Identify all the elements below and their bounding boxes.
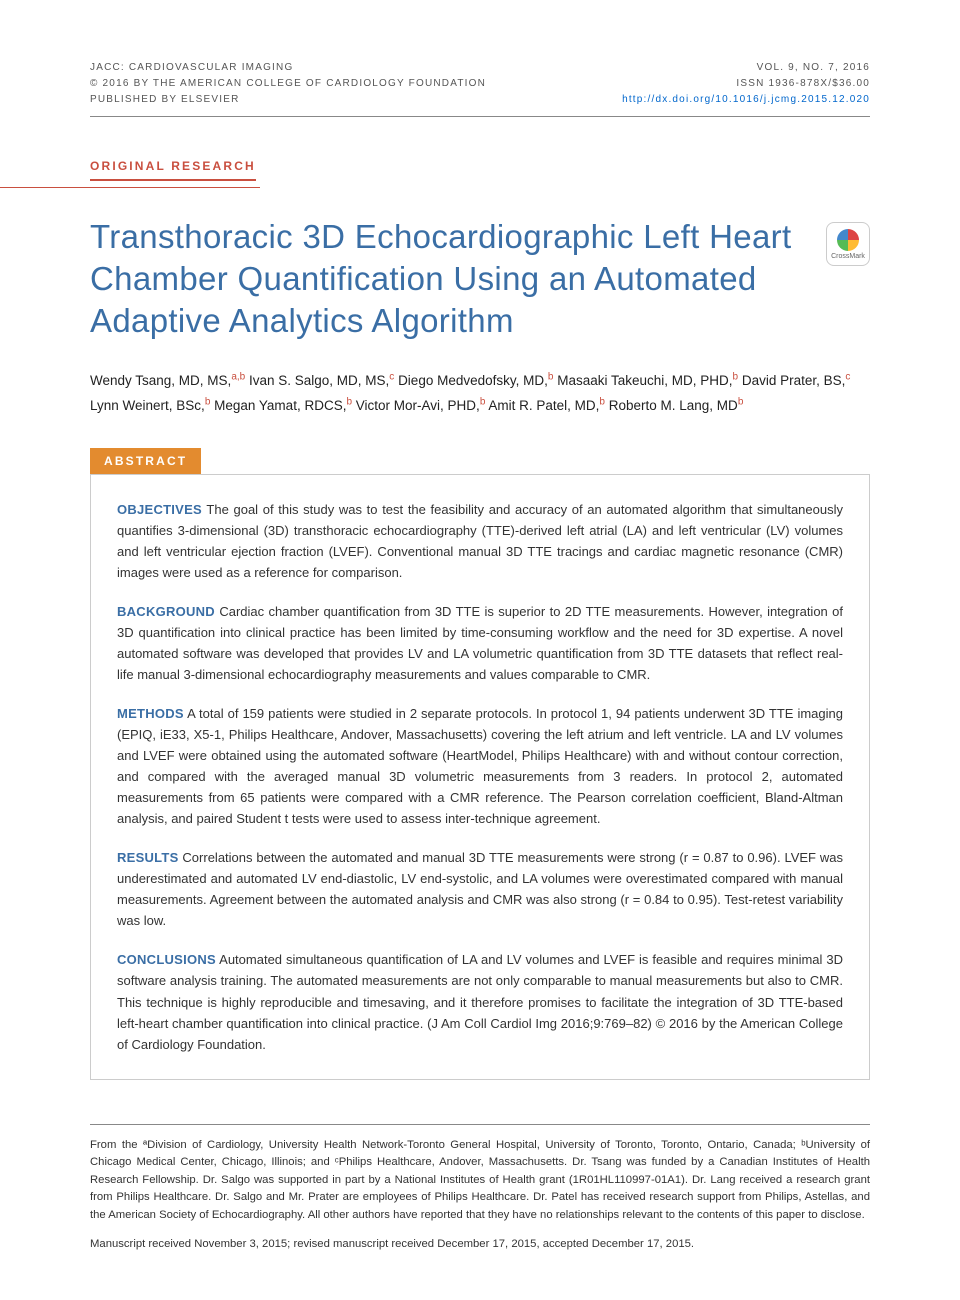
section-tag-wrapper: ORIGINAL RESEARCH bbox=[90, 157, 870, 187]
crossmark-icon bbox=[837, 229, 859, 251]
author: Lynn Weinert, BSc,b bbox=[90, 398, 210, 413]
journal-name: JACC: CARDIOVASCULAR IMAGING bbox=[90, 60, 486, 76]
author-affil: b bbox=[205, 396, 211, 407]
abstract-box: OBJECTIVES The goal of this study was to… bbox=[90, 474, 870, 1080]
crossmark-badge[interactable]: CrossMark bbox=[826, 222, 870, 266]
author: Amit R. Patel, MD,b bbox=[488, 398, 605, 413]
abstract-objectives: OBJECTIVES The goal of this study was to… bbox=[117, 499, 843, 583]
title-row: Transthoracic 3D Echocardiographic Left … bbox=[90, 216, 870, 343]
doi-link[interactable]: http://dx.doi.org/10.1016/j.jcmg.2015.12… bbox=[622, 94, 870, 105]
page-container: JACC: CARDIOVASCULAR IMAGING © 2016 BY T… bbox=[0, 0, 960, 1300]
abstract-background: BACKGROUND Cardiac chamber quantificatio… bbox=[117, 601, 843, 685]
header-left: JACC: CARDIOVASCULAR IMAGING © 2016 BY T… bbox=[90, 60, 486, 108]
author-affil: a,b bbox=[231, 372, 245, 383]
author-affil: b bbox=[480, 396, 486, 407]
crossmark-label: CrossMark bbox=[831, 253, 865, 260]
copyright-line: © 2016 BY THE AMERICAN COLLEGE OF CARDIO… bbox=[90, 76, 486, 92]
author-affil: b bbox=[346, 396, 352, 407]
manuscript-dates: Manuscript received November 3, 2015; re… bbox=[90, 1238, 870, 1250]
author: Wendy Tsang, MD, MS,a,b bbox=[90, 373, 245, 388]
methods-text: A total of 159 patients were studied in … bbox=[117, 706, 843, 826]
abstract-conclusions: CONCLUSIONS Automated simultaneous quant… bbox=[117, 949, 843, 1054]
author-affil: c bbox=[389, 372, 394, 383]
publisher-line: PUBLISHED BY ELSEVIER bbox=[90, 92, 486, 108]
background-text: Cardiac chamber quantification from 3D T… bbox=[117, 604, 843, 682]
conclusions-text: Automated simultaneous quantification of… bbox=[117, 952, 843, 1051]
affiliations-text: From the ªDivision of Cardiology, Univer… bbox=[90, 1137, 870, 1225]
author: Victor Mor-Avi, PHD,b bbox=[356, 398, 486, 413]
author: Masaaki Takeuchi, MD, PHD,b bbox=[557, 373, 738, 388]
header-divider bbox=[90, 116, 870, 117]
objectives-text: The goal of this study was to test the f… bbox=[117, 502, 843, 580]
abstract-methods: METHODS A total of 159 patients were stu… bbox=[117, 703, 843, 829]
author: David Prater, BS,c bbox=[742, 373, 851, 388]
authors-list: Wendy Tsang, MD, MS,a,b Ivan S. Salgo, M… bbox=[90, 369, 870, 418]
author-affil: b bbox=[599, 396, 605, 407]
background-label: BACKGROUND bbox=[117, 604, 215, 619]
article-title: Transthoracic 3D Echocardiographic Left … bbox=[90, 216, 806, 343]
results-text: Correlations between the automated and m… bbox=[117, 850, 843, 928]
section-tag-underline bbox=[0, 187, 260, 188]
header-right: VOL. 9, NO. 7, 2016 ISSN 1936-878X/$36.0… bbox=[622, 60, 870, 108]
author-affil: b bbox=[733, 372, 739, 383]
objectives-label: OBJECTIVES bbox=[117, 502, 202, 517]
author-affil: c bbox=[845, 372, 850, 383]
author: Diego Medvedofsky, MD,b bbox=[398, 373, 553, 388]
author-affil: b bbox=[548, 372, 554, 383]
author: Megan Yamat, RDCS,b bbox=[214, 398, 352, 413]
author: Ivan S. Salgo, MD, MS,c bbox=[249, 373, 394, 388]
methods-label: METHODS bbox=[117, 706, 184, 721]
affiliations-divider bbox=[90, 1124, 870, 1125]
section-tag: ORIGINAL RESEARCH bbox=[90, 159, 256, 181]
conclusions-label: CONCLUSIONS bbox=[117, 952, 216, 967]
abstract-results: RESULTS Correlations between the automat… bbox=[117, 847, 843, 931]
header: JACC: CARDIOVASCULAR IMAGING © 2016 BY T… bbox=[90, 60, 870, 108]
abstract-tag: ABSTRACT bbox=[90, 448, 201, 474]
author-affil: b bbox=[738, 396, 744, 407]
issn-info: ISSN 1936-878X/$36.00 bbox=[622, 76, 870, 92]
results-label: RESULTS bbox=[117, 850, 179, 865]
volume-info: VOL. 9, NO. 7, 2016 bbox=[622, 60, 870, 76]
author: Roberto M. Lang, MDb bbox=[609, 398, 744, 413]
